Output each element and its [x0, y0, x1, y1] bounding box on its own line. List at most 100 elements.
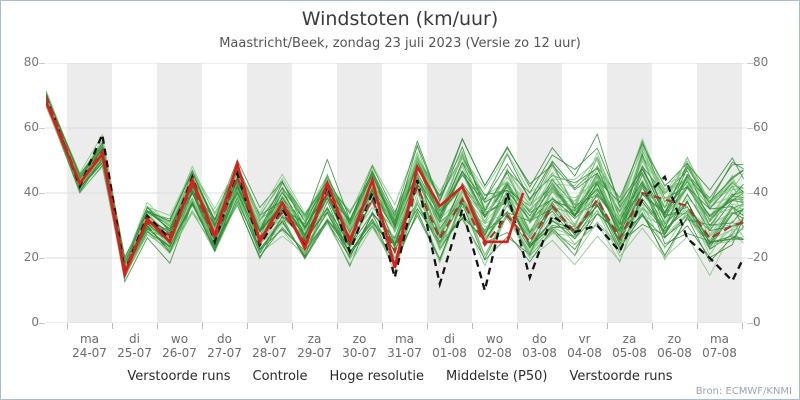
legend-item: Controle	[253, 369, 308, 384]
day-date: 24-07	[72, 346, 107, 360]
legend-label: Controle	[252, 369, 308, 384]
day-weekday: ma	[79, 332, 100, 346]
day-label: ma 31-07	[382, 332, 427, 360]
page-title: Windstoten (km/uur)	[301, 8, 499, 30]
day-weekday: zo	[352, 332, 367, 346]
y-tick-left	[39, 63, 45, 64]
x-tick	[742, 323, 743, 329]
day-label: vr 28-07	[247, 332, 292, 360]
day-weekday: di	[129, 332, 140, 346]
day-date: 03-08	[522, 346, 557, 360]
day-date: 25-07	[117, 346, 152, 360]
y-tick-right	[747, 258, 753, 259]
day-weekday: vr	[578, 332, 591, 346]
day-date: 31-07	[387, 346, 422, 360]
day-label: ma 24-07	[67, 332, 112, 360]
y-axis-label-left: 80	[23, 55, 39, 69]
day-date: 05-08	[612, 346, 647, 360]
day-label: do 27-07	[202, 332, 247, 360]
y-tick-right	[747, 128, 753, 129]
legend-label: Verstoorde runs	[569, 369, 673, 384]
y-axis-label-right: 80	[753, 55, 769, 69]
day-label: wo 26-07	[157, 332, 202, 360]
x-tick	[247, 323, 248, 329]
day-label: za 29-07	[292, 332, 337, 360]
y-axis-label-right: 0	[753, 315, 761, 329]
legend-item: Verstoorde runs	[127, 369, 230, 384]
ensemble-member-line	[46, 94, 744, 259]
y-tick-left	[39, 128, 45, 129]
y-axis-label-left: 40	[23, 185, 39, 199]
hires-line	[46, 101, 525, 279]
y-axis-label-left: 60	[23, 120, 39, 134]
day-weekday: vr	[263, 332, 276, 346]
day-label: zo 30-07	[337, 332, 382, 360]
day-weekday: do	[532, 332, 547, 346]
x-tick	[67, 323, 68, 329]
x-tick	[337, 323, 338, 329]
y-tick-right	[747, 323, 753, 324]
chart-subtitle: Maastricht/Beek, zondag 23 juli 2023 (Ve…	[219, 36, 581, 51]
day-date: 04-08	[567, 346, 602, 360]
source-credit: Bron: ECMWF/KNMI	[695, 386, 792, 397]
day-weekday: do	[217, 332, 232, 346]
day-date: 06-08	[657, 346, 692, 360]
day-date: 02-08	[477, 346, 512, 360]
ensemble-member-line	[46, 95, 744, 264]
y-axis-label-left: 0	[31, 315, 39, 329]
day-date: 26-07	[162, 346, 197, 360]
day-date: 07-08	[702, 346, 737, 360]
day-label: vr 04-08	[562, 332, 607, 360]
ensemble-member-line	[46, 101, 744, 280]
control-line	[46, 95, 745, 291]
ensemble-member-line	[46, 95, 744, 262]
y-tick-right	[747, 63, 753, 64]
legend-item: Hoge resolutie	[330, 369, 424, 384]
ensemble-member-line	[46, 101, 744, 274]
day-weekday: ma	[394, 332, 415, 346]
day-label: di 25-07	[112, 332, 157, 360]
day-weekday: wo	[485, 332, 504, 346]
x-tick	[382, 323, 383, 329]
x-tick	[157, 323, 158, 329]
x-tick	[202, 323, 203, 329]
day-date: 28-07	[252, 346, 287, 360]
x-tick	[427, 323, 428, 329]
day-label: za 05-08	[607, 332, 652, 360]
x-tick	[112, 323, 113, 329]
legend-item: Verstoorde runs	[569, 369, 672, 384]
x-tick	[607, 323, 608, 329]
day-date: 30-07	[342, 346, 377, 360]
chart-legend: Verstoorde runs Controle Hoge resolutie Mid…	[1, 369, 799, 384]
legend-item: Middelste (P50)	[446, 369, 547, 384]
x-tick	[697, 323, 698, 329]
y-axis-label-right: 40	[753, 185, 769, 199]
x-tick	[472, 323, 473, 329]
day-date: 27-07	[207, 346, 242, 360]
day-date: 29-07	[297, 346, 332, 360]
p50-line	[46, 95, 744, 272]
day-weekday: zo	[667, 332, 682, 346]
day-weekday: ma	[709, 332, 730, 346]
y-axis-label-right: 20	[753, 250, 769, 264]
day-weekday: wo	[170, 332, 189, 346]
y-axis-label-right: 60	[753, 120, 769, 134]
day-weekday: di	[444, 332, 455, 346]
day-weekday: za	[307, 332, 322, 346]
y-tick-right	[747, 193, 753, 194]
day-date: 01-08	[432, 346, 467, 360]
x-tick	[652, 323, 653, 329]
legend-label: Hoge resolutie	[329, 369, 424, 384]
y-tick-left	[39, 193, 45, 194]
ensemble-member-line	[46, 96, 744, 267]
y-tick-left	[39, 323, 45, 324]
ensemble-member-line	[46, 94, 744, 263]
x-tick	[517, 323, 518, 329]
day-weekday: za	[622, 332, 637, 346]
legend-label: Verstoorde runs	[127, 369, 231, 384]
ensemble-member-line	[46, 93, 744, 266]
day-label: wo 02-08	[472, 332, 517, 360]
day-label: zo 06-08	[652, 332, 697, 360]
x-tick	[292, 323, 293, 329]
